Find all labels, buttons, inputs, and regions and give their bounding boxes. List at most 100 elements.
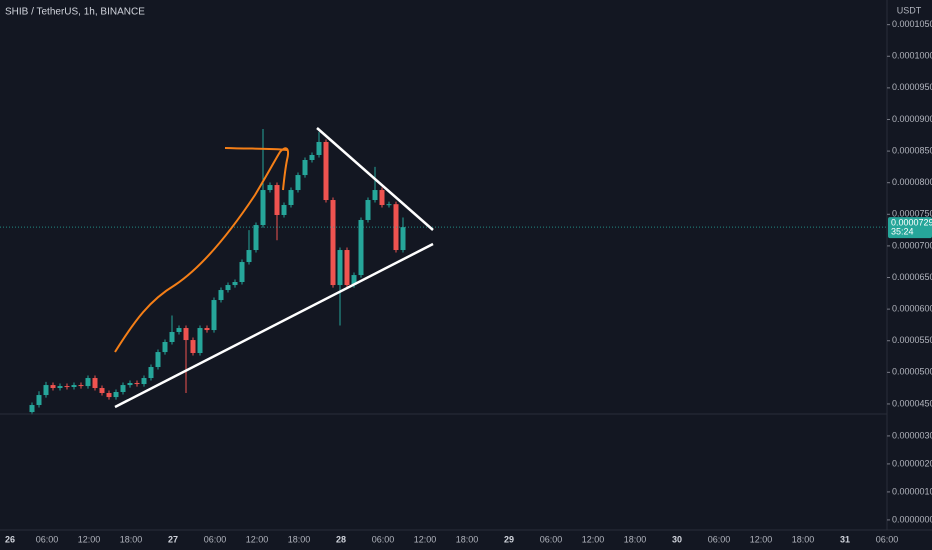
candle-body	[274, 185, 280, 215]
y-tick-label: 0.00006000	[892, 303, 932, 313]
candle-body	[239, 262, 245, 283]
candle-body	[232, 282, 238, 286]
x-tick-label: 31	[840, 534, 850, 544]
x-tick-label: 06:00	[876, 534, 899, 544]
candle-body	[358, 219, 364, 276]
candle-body	[43, 385, 49, 396]
x-tick-label: 12:00	[78, 534, 101, 544]
candle-body	[57, 386, 63, 389]
x-tick-label: 18:00	[792, 534, 815, 544]
candle-body	[253, 225, 259, 251]
y-tick-label: 0.00005500	[892, 335, 932, 345]
y2-tick-label: 0.00000000	[892, 514, 932, 524]
y-tick-label: 0.00010500	[892, 19, 932, 29]
x-tick-label: 30	[672, 534, 682, 544]
x-tick-label: 12:00	[246, 534, 269, 544]
last-price-label: 0.00007297	[891, 218, 932, 228]
candle-body	[176, 328, 182, 333]
y2-tick-label: 0.00000100	[892, 486, 932, 496]
candle-body	[190, 340, 196, 353]
candle-body	[330, 200, 336, 286]
candle-body	[197, 328, 203, 353]
plot-area	[0, 128, 887, 415]
trend-line	[316, 127, 434, 231]
candle-body	[36, 395, 42, 406]
candle-body	[78, 385, 84, 387]
x-tick-label: 12:00	[750, 534, 773, 544]
candle-body	[281, 205, 287, 215]
candle-body	[141, 378, 147, 385]
currency-label: USDT	[897, 5, 922, 15]
candle-body	[365, 200, 371, 220]
candle-body	[288, 190, 294, 206]
candle-body	[71, 385, 77, 388]
candle-body	[92, 378, 98, 389]
candle-body	[302, 159, 308, 176]
candle-body	[218, 290, 224, 301]
y-tick-label: 0.00009500	[892, 82, 932, 92]
candle-body	[162, 341, 168, 353]
candle-body	[246, 250, 252, 263]
x-tick-label: 29	[504, 534, 514, 544]
candle-body	[127, 383, 133, 386]
y-tick-label: 0.00006500	[892, 272, 932, 282]
x-tick-label: 06:00	[36, 534, 59, 544]
candle-body	[120, 385, 126, 393]
y-tick-label: 0.00009000	[892, 114, 932, 124]
candle-body	[400, 227, 406, 251]
candle-body	[295, 175, 301, 191]
candle-body	[211, 300, 217, 331]
candle-body	[134, 383, 140, 385]
candle-body	[106, 393, 112, 398]
x-tick-label: 27	[168, 534, 178, 544]
y-tick-label: 0.00010000	[892, 51, 932, 61]
candle-body	[260, 190, 266, 226]
y-tick-label: 0.00007000	[892, 240, 932, 250]
x-tick-label: 12:00	[414, 534, 437, 544]
overlay: 0.00010500 0.00010000 0.00009500 0.00009000…	[5, 19, 932, 544]
candle-body	[113, 392, 119, 398]
y-tick-label: 0.00008000	[892, 177, 932, 187]
y-tick-label: 0.00004500	[892, 398, 932, 408]
x-tick-label: 26	[5, 534, 15, 544]
candle-body	[379, 190, 385, 206]
x-tick-label: 28	[336, 534, 346, 544]
candle-body	[351, 275, 357, 286]
x-tick-label: 12:00	[582, 534, 605, 544]
candle-body	[309, 155, 315, 160]
candle-body	[267, 185, 273, 191]
x-tick-label: 18:00	[456, 534, 479, 544]
candle-body	[372, 190, 378, 201]
candle-body	[316, 141, 322, 156]
candle-body	[183, 328, 189, 341]
x-tick-label: 18:00	[120, 534, 143, 544]
x-tick-label: 18:00	[624, 534, 647, 544]
trend-line	[114, 242, 434, 409]
x-tick-label: 06:00	[204, 534, 227, 544]
candle-body	[64, 386, 70, 388]
x-tick-label: 18:00	[288, 534, 311, 544]
y-tick-label: 0.00007500	[892, 209, 932, 219]
x-tick-label: 06:00	[708, 534, 731, 544]
candle-body	[344, 250, 350, 286]
candle-body	[386, 204, 392, 206]
candle-body	[323, 141, 329, 201]
candle-body	[337, 250, 343, 286]
countdown-label: 35:24	[891, 227, 914, 237]
candle-body	[99, 388, 105, 394]
candle-body	[225, 285, 231, 291]
freehand-drawing	[114, 147, 290, 353]
candle-body	[148, 367, 154, 379]
candle-body	[29, 405, 35, 413]
chart-title: SHIB / TetherUS, 1h, BINANCE	[5, 7, 145, 18]
candle-body	[155, 352, 161, 368]
y-tick-label: 0.00008500	[892, 145, 932, 155]
candle-body	[204, 328, 210, 331]
last-price-badge	[888, 217, 932, 239]
y-tick-label: 0.00005000	[892, 367, 932, 377]
y2-tick-label: 0.00000200	[892, 458, 932, 468]
candle-body	[169, 332, 175, 342]
